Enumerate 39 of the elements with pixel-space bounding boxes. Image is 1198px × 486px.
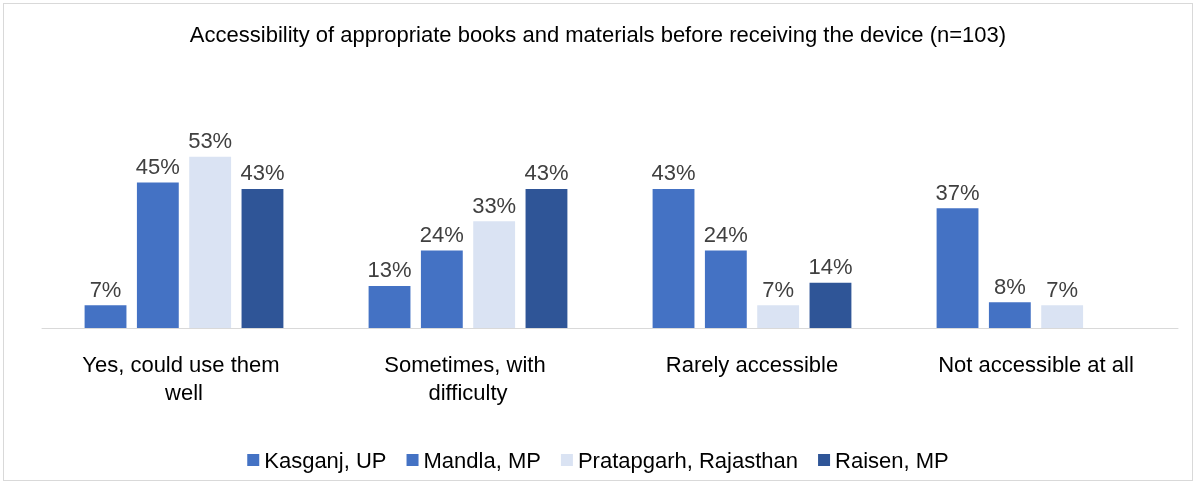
data-label: 37% bbox=[935, 179, 980, 205]
bar bbox=[809, 282, 852, 328]
data-label: 24% bbox=[703, 221, 748, 247]
data-label: 7% bbox=[762, 276, 795, 302]
bar bbox=[84, 305, 127, 328]
bar bbox=[368, 285, 411, 328]
bar bbox=[189, 156, 232, 328]
data-label: 33% bbox=[472, 192, 517, 218]
x-tick-label: Sometimes, with difficulty bbox=[384, 351, 552, 405]
bar bbox=[936, 208, 979, 328]
bar bbox=[241, 188, 284, 328]
bar bbox=[652, 188, 695, 328]
data-label: 24% bbox=[419, 221, 464, 247]
bar bbox=[704, 250, 747, 328]
data-label: 7% bbox=[89, 276, 122, 302]
data-label: 43% bbox=[651, 160, 696, 186]
data-label: 53% bbox=[188, 128, 233, 154]
bar bbox=[757, 305, 800, 328]
x-tick-label: Yes, could use them well bbox=[82, 351, 286, 405]
bar bbox=[1041, 305, 1084, 328]
data-label: 8% bbox=[993, 273, 1026, 299]
data-label: 45% bbox=[135, 154, 180, 179]
legend-label: Raisen, MP bbox=[835, 447, 949, 473]
x-tick-label: Not accessible at all bbox=[938, 351, 1134, 377]
data-label: 13% bbox=[367, 257, 412, 283]
legend-label: Kasganj, UP bbox=[264, 447, 387, 473]
data-label: 43% bbox=[524, 160, 569, 186]
data-label: 7% bbox=[1046, 276, 1079, 302]
x-tick-label: Rarely accessible bbox=[665, 351, 839, 377]
data-label: 43% bbox=[240, 160, 285, 186]
bar bbox=[525, 188, 568, 328]
legend-label: Mandla, MP bbox=[423, 447, 541, 473]
bar bbox=[136, 182, 179, 328]
legend-label: Pratapgarh, Rajasthan bbox=[577, 447, 799, 473]
data-label: 14% bbox=[808, 254, 853, 280]
bar bbox=[473, 221, 516, 328]
chart-title: Accessibility of appropriate books and materials before receiving the device (n=103) bbox=[189, 21, 1007, 47]
bar bbox=[988, 302, 1031, 328]
bar bbox=[420, 250, 463, 328]
